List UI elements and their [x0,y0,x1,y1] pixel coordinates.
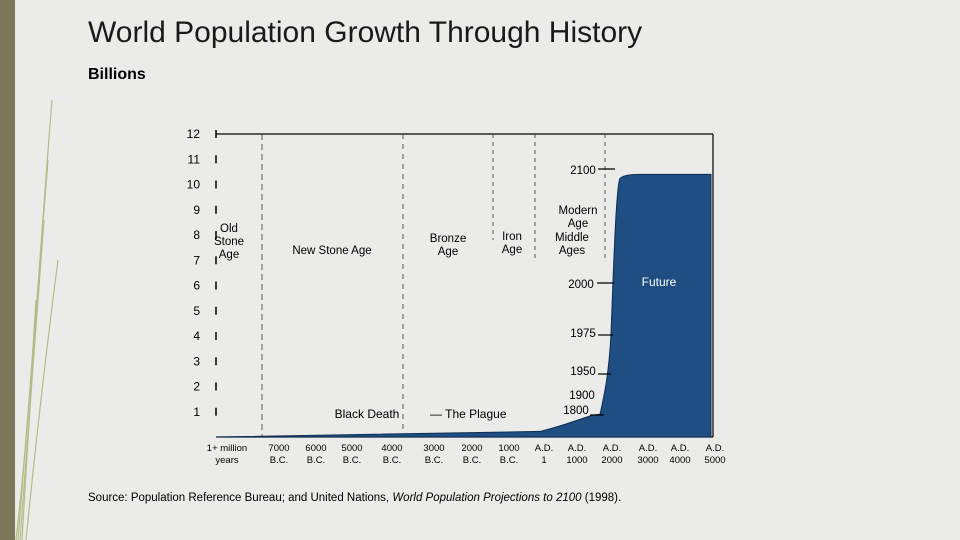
year-marker-label: 1950 [570,366,596,378]
x-tick-label: 5000 B.C. [341,443,362,466]
period-label: Bronze Age [430,233,466,258]
y-tick-label: 8 [193,228,200,242]
period-label: Middle Ages [555,232,589,257]
year-marker-label: 2100 [570,165,596,177]
y-tick-label: 12 [187,127,201,141]
x-tick-label: 7000 B.C. [268,443,289,466]
y-tick-label: 6 [193,279,200,293]
year-marker-label: 2000 [568,279,594,291]
left-accent-band [0,0,15,540]
x-tick-label: 2000 B.C. [461,443,482,466]
x-tick-label: A.D. 1 [535,443,553,466]
source-suffix: (1998). [581,492,622,504]
x-tick-label: 3000 B.C. [423,443,444,466]
y-tick-label: 3 [193,354,200,368]
y-tick-label: 1 [193,405,200,419]
x-tick-label: A.D. 5000 [704,443,725,466]
year-marker-label: 1975 [570,328,596,340]
decorative-lines [15,99,59,540]
y-tick-label: 11 [188,152,201,166]
y-tick-label: 2 [193,380,200,394]
x-tick-label: A.D. 1000 [566,443,587,466]
source-note: Source: Population Reference Bureau; and… [88,492,621,504]
period-label: Old Stone Age [214,223,244,261]
period-label: New Stone Age [292,245,371,257]
y-tick-label: 7 [193,253,200,267]
annotation-plague: — The Plague [430,407,507,421]
annotation-black-death: Black Death [335,407,400,421]
x-tick-label: 1000 B.C. [498,443,519,466]
source-publication: World Population Projections to 2100 [392,492,582,504]
population-area [215,173,712,438]
source-prefix: Source: Population Reference Bureau; and… [88,492,393,504]
x-tick-label: 4000 B.C. [381,443,402,466]
y-tick-label: 5 [193,304,200,318]
year-marker-label: 1800 [563,405,589,417]
unit-label: Billions [88,66,146,83]
x-tick-label: A.D. 2000 [601,443,622,466]
period-label: Iron Age [502,231,522,256]
y-tick-label: 4 [193,329,200,343]
y-tick-label: 9 [193,203,200,217]
x-tick-label: 1+ million years [207,443,247,466]
y-tick-label: 10 [187,178,201,192]
annotation-future: Future [642,275,677,289]
page-title: World Population Growth Through History [88,16,643,49]
period-label: Modern Age [559,205,598,230]
x-tick-label: A.D. 4000 [669,443,690,466]
x-tick-label: 6000 B.C. [305,443,326,466]
year-marker-label: 1900 [569,390,595,402]
x-tick-label: A.D. 3000 [637,443,658,466]
